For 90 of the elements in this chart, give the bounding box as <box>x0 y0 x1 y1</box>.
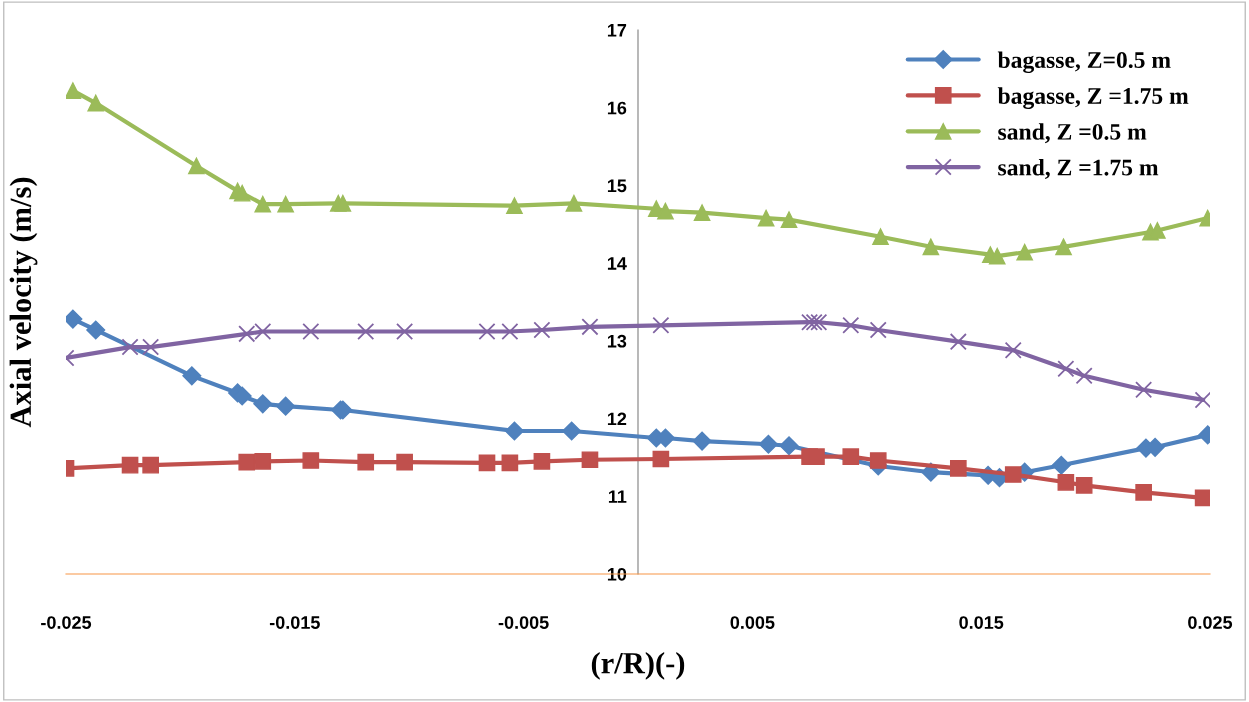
point <box>121 338 139 356</box>
x-tick-label: 0.025 <box>1188 616 1233 629</box>
point <box>581 318 599 336</box>
point <box>780 211 798 228</box>
x-tick-label: 0.005 <box>730 616 775 629</box>
point <box>1057 360 1075 378</box>
point <box>501 454 519 472</box>
point <box>478 454 496 472</box>
point <box>693 204 711 221</box>
point <box>142 338 160 356</box>
point <box>1016 243 1034 261</box>
point <box>501 322 519 341</box>
point <box>1055 238 1072 256</box>
point <box>1004 466 1022 483</box>
point <box>842 316 860 334</box>
legend-label: bagasse, Z=0.5 m <box>997 51 1171 73</box>
point <box>949 459 967 477</box>
point <box>276 396 296 416</box>
point <box>988 247 1006 265</box>
point <box>396 322 414 341</box>
point <box>1057 473 1075 491</box>
point <box>182 366 202 386</box>
point <box>949 333 967 351</box>
y-tick-label: 14 <box>607 257 627 270</box>
point <box>478 322 496 341</box>
point <box>533 321 551 339</box>
point <box>810 313 828 331</box>
point <box>86 320 106 340</box>
point <box>334 194 352 212</box>
point <box>758 434 778 454</box>
point <box>233 184 251 202</box>
point <box>872 228 889 246</box>
point <box>277 195 294 213</box>
point <box>121 456 139 474</box>
point <box>1075 477 1093 494</box>
point <box>142 456 159 474</box>
point <box>302 322 320 341</box>
point <box>238 453 256 471</box>
point <box>1075 367 1093 385</box>
point <box>652 450 670 468</box>
point <box>1194 489 1210 507</box>
point <box>842 448 860 465</box>
point <box>253 394 273 414</box>
point <box>66 82 82 99</box>
point <box>254 195 272 213</box>
point <box>533 452 551 470</box>
x-tick-label: -0.025 <box>41 616 92 629</box>
point <box>779 436 799 456</box>
y-tick-label: 12 <box>607 412 627 426</box>
y-tick-label: 17 <box>607 24 627 37</box>
point <box>565 194 583 212</box>
x-axis-title: (r/R)(-) <box>591 651 685 680</box>
point <box>254 452 272 470</box>
point <box>869 321 887 339</box>
point <box>1004 341 1022 359</box>
y-tick-label: 10 <box>607 567 627 581</box>
point <box>757 209 775 227</box>
point <box>562 421 582 441</box>
y-tick-label: 13 <box>607 334 627 348</box>
point <box>869 452 887 469</box>
y-axis-title: Axial velocity (m/s) <box>9 177 38 428</box>
point <box>504 421 524 441</box>
point <box>1135 484 1152 501</box>
point <box>396 453 413 471</box>
point <box>1135 381 1153 399</box>
x-tick-label: -0.005 <box>498 616 549 629</box>
point <box>657 202 674 220</box>
point <box>652 316 670 334</box>
point <box>506 197 523 214</box>
legend-label: bagasse, Z =1.75 m <box>997 87 1189 109</box>
y-tick-label: 11 <box>608 490 627 503</box>
y-tick-label: 15 <box>607 179 627 193</box>
point <box>805 313 823 331</box>
legend-label: sand, Z =0.5 m <box>998 123 1147 144</box>
point <box>357 453 375 471</box>
point <box>808 448 825 465</box>
point <box>188 157 205 175</box>
x-tick-label: 0.015 <box>959 616 1004 629</box>
point <box>801 313 819 331</box>
point <box>1051 455 1071 475</box>
point <box>302 452 320 469</box>
y-tick-label: 16 <box>607 101 627 115</box>
legend-label: sand, Z =1.75 m <box>998 158 1159 179</box>
point <box>357 322 375 341</box>
point <box>1194 391 1210 409</box>
point <box>922 238 940 256</box>
point <box>692 431 712 451</box>
point <box>581 451 599 469</box>
x-tick-label: -0.015 <box>269 616 320 629</box>
point <box>87 94 105 112</box>
